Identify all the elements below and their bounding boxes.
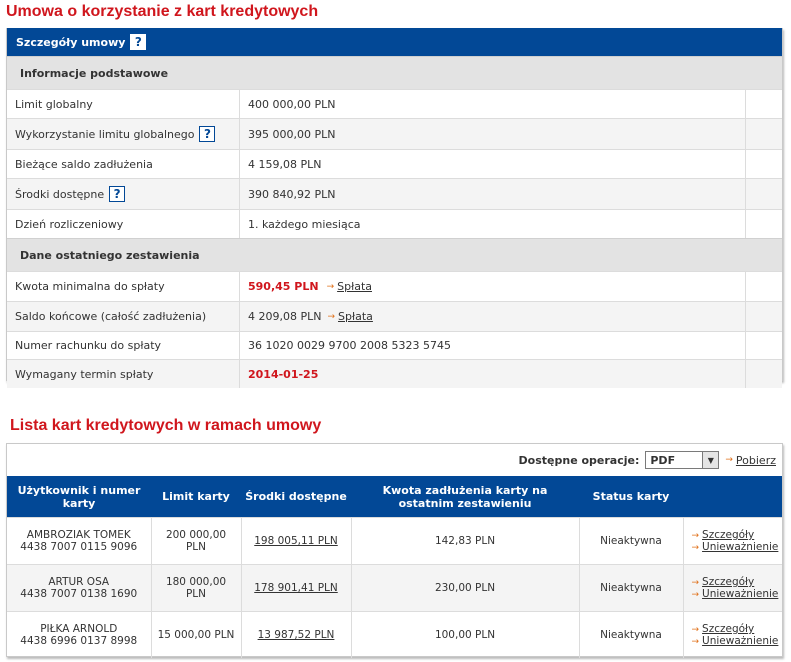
pay-link[interactable]: Spłata — [338, 310, 373, 323]
section-last-statement: Dane ostatniego zestawienia — [7, 238, 782, 271]
cancel-card-link[interactable]: Unieważnienie — [702, 635, 779, 647]
pay-link[interactable]: Spłata — [337, 280, 372, 293]
card-available-link[interactable]: 178 901,41 PLN — [254, 582, 338, 594]
arrow-right-icon: → — [691, 578, 700, 588]
arrow-right-icon: → — [691, 531, 700, 541]
card-number: 4438 7007 0138 1690 — [20, 588, 138, 600]
table-row: ARTUR OSA 4438 7007 0138 1690 180 000,00 … — [7, 564, 782, 612]
contract-details-panel: Szczegóły umowy ? Informacje podstawowe … — [6, 28, 783, 388]
operations-bar: Dostępne operacje: PDF ▼ → Pobierz — [7, 444, 782, 476]
chevron-down-icon[interactable]: ▼ — [702, 452, 719, 468]
cards-section-title: Lista kart kredytowych w ramach umowy — [10, 417, 322, 434]
card-limit: 200 000,00 PLN — [151, 517, 242, 565]
card-debt: 230,00 PLN — [351, 564, 580, 612]
card-status: Nieaktywna — [579, 611, 684, 658]
table-row: PIŁKA ARNOLD 4438 6996 0137 8998 15 000,0… — [7, 611, 782, 658]
row-value: 390 840,92 PLN — [240, 179, 746, 209]
details-link[interactable]: Szczegóły — [702, 576, 755, 588]
row-value: 4 209,08 PLN — [248, 310, 322, 323]
row-value: 4 159,08 PLN — [240, 150, 746, 178]
card-number: 4438 7007 0115 9096 — [20, 541, 138, 553]
cards-table: Użytkownik i numer karty Limit karty Śro… — [7, 476, 782, 658]
row-due-date: Wymagany termin spłaty 2014-01-25 — [7, 359, 782, 388]
row-account-number: Numer rachunku do spłaty 36 1020 0029 97… — [7, 331, 782, 359]
card-limit: 180 000,00 PLN — [151, 564, 242, 612]
card-user: PIŁKA ARNOLD — [40, 623, 118, 635]
arrow-right-icon: → — [691, 637, 700, 647]
format-select-value: PDF — [650, 453, 676, 467]
row-current-balance: Bieżące saldo zadłużenia 4 159,08 PLN — [7, 149, 782, 178]
row-label: Saldo końcowe (całość zadłużenia) — [7, 302, 240, 331]
arrow-right-icon: → — [691, 543, 700, 553]
arrow-right-icon: → — [691, 590, 700, 600]
col-header-debt: Kwota zadłużenia karty na ostatnim zesta… — [351, 476, 579, 518]
arrow-right-icon: → — [326, 281, 335, 292]
card-user: AMBROZIAK TOMEK — [26, 529, 131, 541]
row-billing-day: Dzień rozliczeniowy 1. każdego miesiąca — [7, 209, 782, 238]
cancel-card-link[interactable]: Unieważnienie — [702, 588, 779, 600]
format-select[interactable]: PDF ▼ — [645, 451, 720, 469]
row-label: Kwota minimalna do spłaty — [7, 272, 240, 301]
card-number: 4438 6996 0137 8998 — [20, 635, 138, 647]
row-global-limit: Limit globalny 400 000,00 PLN — [7, 89, 782, 118]
row-value: 395 000,00 PLN — [240, 119, 746, 149]
row-label: Wymagany termin spłaty — [7, 360, 240, 388]
card-available-link[interactable]: 13 987,52 PLN — [257, 629, 335, 641]
cards-panel: Dostępne operacje: PDF ▼ → Pobierz Użytk… — [6, 443, 783, 658]
row-limit-usage: Wykorzystanie limitu globalnego ? 395 00… — [7, 118, 782, 149]
row-label: Dzień rozliczeniowy — [7, 210, 240, 238]
details-header: Szczegóły umowy ? — [7, 28, 782, 56]
cancel-card-link[interactable]: Unieważnienie — [702, 541, 779, 553]
row-label: Środki dostępne — [15, 187, 105, 201]
row-label: Numer rachunku do spłaty — [7, 332, 240, 359]
card-status: Nieaktywna — [579, 564, 684, 612]
arrow-right-icon: → — [327, 311, 336, 322]
row-value: 2014-01-25 — [248, 367, 319, 381]
help-icon[interactable]: ? — [109, 186, 126, 202]
col-header-limit: Limit karty — [151, 476, 241, 518]
row-value: 36 1020 0029 9700 2008 5323 5745 — [240, 332, 746, 359]
col-header-user: Użytkownik i numer karty — [7, 476, 151, 518]
card-debt: 142,83 PLN — [351, 517, 580, 565]
col-header-actions — [683, 476, 782, 518]
page-title: Umowa o korzystanie z kart kredytowych — [6, 3, 319, 20]
operations-label: Dostępne operacje: — [518, 453, 640, 467]
row-label: Bieżące saldo zadłużenia — [7, 150, 240, 178]
row-final-balance: Saldo końcowe (całość zadłużenia) 4 209,… — [7, 301, 782, 331]
card-user: ARTUR OSA — [48, 576, 110, 588]
section-basic-info: Informacje podstawowe — [7, 56, 782, 89]
card-debt: 100,00 PLN — [351, 611, 580, 658]
col-header-available: Środki dostępne — [241, 476, 351, 518]
arrow-right-icon: → — [691, 625, 700, 635]
details-link[interactable]: Szczegóły — [702, 623, 755, 635]
row-value: 590,45 PLN — [248, 280, 319, 293]
help-icon[interactable]: ? — [130, 34, 147, 50]
help-icon[interactable]: ? — [199, 126, 216, 142]
card-limit: 15 000,00 PLN — [151, 611, 242, 658]
table-row: AMBROZIAK TOMEK 4438 7007 0115 9096 200 0… — [7, 517, 782, 565]
row-available-funds: Środki dostępne ? 390 840,92 PLN — [7, 178, 782, 209]
row-label: Wykorzystanie limitu globalnego — [15, 127, 195, 141]
card-status: Nieaktywna — [579, 517, 684, 565]
details-link[interactable]: Szczegóły — [702, 529, 755, 541]
details-header-label: Szczegóły umowy — [16, 35, 126, 49]
download-link[interactable]: Pobierz — [735, 453, 776, 467]
row-minimum-payment: Kwota minimalna do spłaty 590,45 PLN → S… — [7, 271, 782, 301]
table-header: Użytkownik i numer karty Limit karty Śro… — [7, 476, 782, 518]
arrow-right-icon: → — [725, 455, 733, 465]
row-label: Limit globalny — [7, 90, 240, 118]
row-value: 1. każdego miesiąca — [240, 210, 746, 238]
card-available-link[interactable]: 198 005,11 PLN — [254, 535, 338, 547]
col-header-status: Status karty — [579, 476, 683, 518]
row-value: 400 000,00 PLN — [240, 90, 746, 118]
